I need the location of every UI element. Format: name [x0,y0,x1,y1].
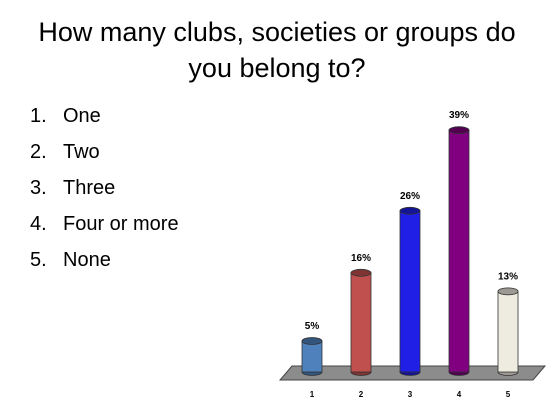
bar-cap [301,337,323,345]
item-number: 2. [30,141,47,163]
answer-item: 2. Two [30,134,179,170]
value-label: 16% [351,253,371,264]
slide-title: How many clubs, societies or groups do y… [38,17,516,83]
x-tick-label: 3 [408,390,413,399]
item-text: One [63,105,101,127]
x-tick-label: 4 [457,390,462,399]
item-text: Four or more [63,213,179,235]
bar-cap [350,268,372,277]
item-number: 4. [30,213,47,235]
item-number: 3. [30,177,47,199]
bar [448,129,470,373]
value-label: 39% [449,110,469,121]
answer-item: 1. One [30,98,179,134]
item-number: 5. [30,249,47,271]
bar-cap [399,206,421,215]
answer-list: 1. One 2. Two 3. Three 4. Four or more 5. None [30,98,179,278]
x-tick-label: 1 [310,390,315,399]
item-text: Three [63,177,116,199]
item-text: Two [63,141,100,163]
x-tick-label: 5 [506,390,511,399]
value-label: 26% [400,191,420,202]
answer-item: 4. Four or more [30,206,179,242]
answer-item: 5. None [30,242,179,278]
item-text: None [63,249,111,271]
bar-cap [448,126,470,135]
bar [350,272,372,373]
x-tick-label: 2 [359,390,364,399]
bar [497,290,519,373]
answer-item: 3. Three [30,170,179,206]
value-label: 5% [305,321,320,332]
bar-cap [497,287,519,296]
bar [301,340,323,373]
bar [399,210,421,373]
item-number: 1. [30,105,47,127]
value-label: 13% [498,271,518,282]
